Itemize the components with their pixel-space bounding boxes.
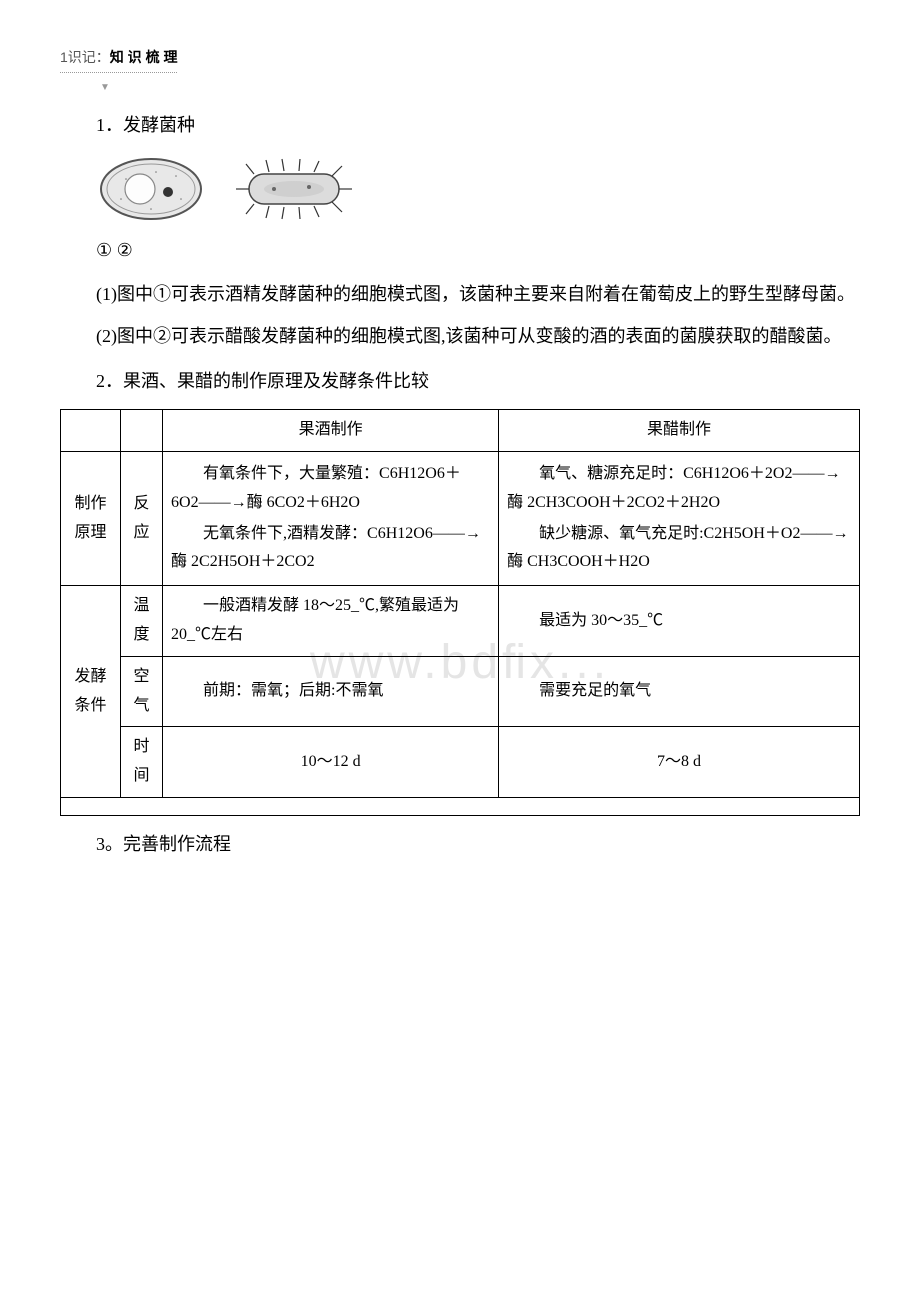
- cell-wine-temp: 一般酒精发酵 18～25_℃,繁殖最适为 20_℃左右: [163, 586, 499, 657]
- cell-vinegar-temp: 最适为 30～35_℃: [499, 586, 860, 657]
- section3-title: 3。完善制作流程: [60, 828, 860, 860]
- header-tag-wrap: 1识记：知 识 梳 理 ▼: [60, 40, 860, 97]
- empty-cell: [61, 797, 860, 815]
- cell-reaction: 反应: [121, 451, 163, 585]
- table-row: 制作原理 反应 有氧条件下，大量繁殖：C6H12O6＋6O2――→酶 6CO2＋…: [61, 451, 860, 585]
- table-row: 时间 10～12 d 7～8 d: [61, 727, 860, 798]
- cell-images: [60, 154, 860, 224]
- cell-conditions: 发酵条件: [61, 586, 121, 798]
- cell-wine-time: 10～12 d: [163, 727, 499, 798]
- yeast-cell-icon: [96, 154, 206, 224]
- th-wine: 果酒制作: [163, 410, 499, 452]
- cell-principle: 制作原理: [61, 451, 121, 585]
- table-row: 空气 前期：需氧；后期:不需氧 需要充足的氧气: [61, 656, 860, 727]
- vinegar-sugar: 氧气、糖源充足时：C6H12O6＋2O2――→酶 2CH3COOH＋2CO2＋2…: [507, 460, 851, 518]
- th-vinegar: 果醋制作: [499, 410, 860, 452]
- image-labels: ① ②: [60, 234, 860, 266]
- vinegar-nosugar: 缺少糖源、氧气充足时:C2H5OH＋O2――→酶 CH3COOH＋H2O: [507, 520, 851, 578]
- comparison-table: 果酒制作 果醋制作 制作原理 反应 有氧条件下，大量繁殖：C6H12O6＋6O2…: [60, 409, 860, 816]
- cell-temp-label: 温度: [121, 586, 163, 657]
- header-tag-prefix: 1识记：: [60, 49, 110, 65]
- th-empty1: [61, 410, 121, 452]
- cell-wine-air: 前期：需氧；后期:不需氧: [163, 656, 499, 727]
- section1-p1: (1)图中①可表示酒精发酵菌种的细胞模式图，该菌种主要来自附着在葡萄皮上的野生型…: [60, 278, 860, 310]
- section1-p2: (2)图中②可表示醋酸发酵菌种的细胞模式图,该菌种可从变酸的酒的表面的菌膜获取的…: [60, 320, 860, 352]
- wine-aerobic: 有氧条件下，大量繁殖：C6H12O6＋6O2――→酶 6CO2＋6H2O: [171, 460, 490, 518]
- wine-anaerobic: 无氧条件下,酒精发酵：C6H12O6――→酶 2C2H5OH＋2CO2: [171, 520, 490, 578]
- th-empty2: [121, 410, 163, 452]
- table-row: 果酒制作 果醋制作: [61, 410, 860, 452]
- arrow-down-icon: ▼: [100, 79, 860, 97]
- cell-air-label: 空气: [121, 656, 163, 727]
- section2-title: 2．果酒、果醋的制作原理及发酵条件比较: [60, 365, 860, 397]
- cell-vinegar-reaction: 氧气、糖源充足时：C6H12O6＋2O2――→酶 2CH3COOH＋2CO2＋2…: [499, 451, 860, 585]
- table-row-empty: [61, 797, 860, 815]
- cell-wine-reaction: 有氧条件下，大量繁殖：C6H12O6＋6O2――→酶 6CO2＋6H2O 无氧条…: [163, 451, 499, 585]
- cell-vinegar-time: 7～8 d: [499, 727, 860, 798]
- section1-title: 1．发酵菌种: [60, 109, 860, 141]
- header-tag: 1识记：知 识 梳 理: [60, 45, 177, 73]
- table-row: 发酵条件 温度 一般酒精发酵 18～25_℃,繁殖最适为 20_℃左右 最适为 …: [61, 586, 860, 657]
- header-tag-bold: 知 识 梳 理: [110, 49, 178, 65]
- cell-time-label: 时间: [121, 727, 163, 798]
- bacterium-cell-icon: [224, 154, 364, 224]
- cell-vinegar-air: 需要充足的氧气: [499, 656, 860, 727]
